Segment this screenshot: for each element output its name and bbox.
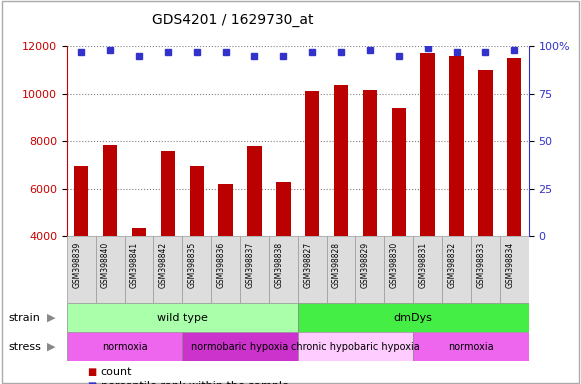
Bar	[305, 91, 320, 236]
Text: GSM398831: GSM398831	[419, 242, 428, 288]
Bar	[413, 332, 529, 361]
Bar	[218, 184, 233, 236]
Text: GSM398841: GSM398841	[130, 242, 139, 288]
Bar	[182, 236, 211, 303]
Text: GSM398834: GSM398834	[505, 242, 514, 288]
Bar	[211, 236, 240, 303]
Text: ■: ■	[87, 381, 96, 384]
Text: GSM398828: GSM398828	[332, 242, 341, 288]
Bar	[182, 332, 297, 361]
Text: GSM398838: GSM398838	[274, 242, 284, 288]
Text: GSM398840: GSM398840	[101, 242, 110, 288]
Text: normoxia: normoxia	[448, 341, 494, 352]
Bar	[132, 228, 146, 236]
Bar	[67, 332, 182, 361]
Text: GSM398839: GSM398839	[72, 242, 81, 288]
Bar	[334, 85, 348, 236]
Text: GSM398835: GSM398835	[188, 242, 197, 288]
Text: percentile rank within the sample: percentile rank within the sample	[101, 381, 288, 384]
Bar	[189, 166, 204, 236]
Bar	[276, 182, 290, 236]
Bar	[442, 236, 471, 303]
Bar	[421, 53, 435, 236]
Bar	[124, 236, 153, 303]
Bar	[298, 303, 529, 332]
Bar	[327, 236, 356, 303]
Text: stress: stress	[9, 341, 42, 352]
Text: strain: strain	[9, 313, 41, 323]
Bar	[248, 146, 261, 236]
Bar	[96, 236, 124, 303]
Text: GSM398832: GSM398832	[447, 242, 457, 288]
Bar	[356, 236, 385, 303]
Text: ▶: ▶	[47, 313, 55, 323]
Bar	[67, 236, 96, 303]
Bar	[500, 236, 529, 303]
Bar	[67, 303, 298, 332]
Text: count: count	[101, 367, 132, 377]
Bar	[507, 58, 522, 236]
Text: normoxia: normoxia	[102, 341, 148, 352]
Bar	[103, 145, 117, 236]
Text: normobaric hypoxia: normobaric hypoxia	[191, 341, 289, 352]
Bar	[385, 236, 413, 303]
Bar	[471, 236, 500, 303]
Bar	[160, 151, 175, 236]
Text: dmDys: dmDys	[394, 313, 433, 323]
Text: GSM398833: GSM398833	[476, 242, 485, 288]
Text: GSM398829: GSM398829	[361, 242, 370, 288]
Bar	[269, 236, 298, 303]
Text: ■: ■	[87, 367, 96, 377]
Bar	[240, 236, 269, 303]
Text: GSM398830: GSM398830	[390, 242, 399, 288]
Bar	[297, 236, 327, 303]
Text: wild type: wild type	[157, 313, 208, 323]
Bar	[153, 236, 182, 303]
Text: GDS4201 / 1629730_at: GDS4201 / 1629730_at	[152, 13, 313, 27]
Bar	[363, 90, 377, 236]
Bar	[413, 236, 442, 303]
Text: ▶: ▶	[47, 341, 55, 352]
Bar	[74, 166, 88, 236]
Bar	[392, 108, 406, 236]
Bar	[449, 56, 464, 236]
Text: GSM398836: GSM398836	[217, 242, 225, 288]
Bar	[478, 70, 493, 236]
Text: GSM398837: GSM398837	[245, 242, 254, 288]
Text: GSM398842: GSM398842	[159, 242, 168, 288]
Text: chronic hypobaric hypoxia: chronic hypobaric hypoxia	[291, 341, 420, 352]
Bar	[298, 332, 413, 361]
Text: GSM398827: GSM398827	[303, 242, 312, 288]
